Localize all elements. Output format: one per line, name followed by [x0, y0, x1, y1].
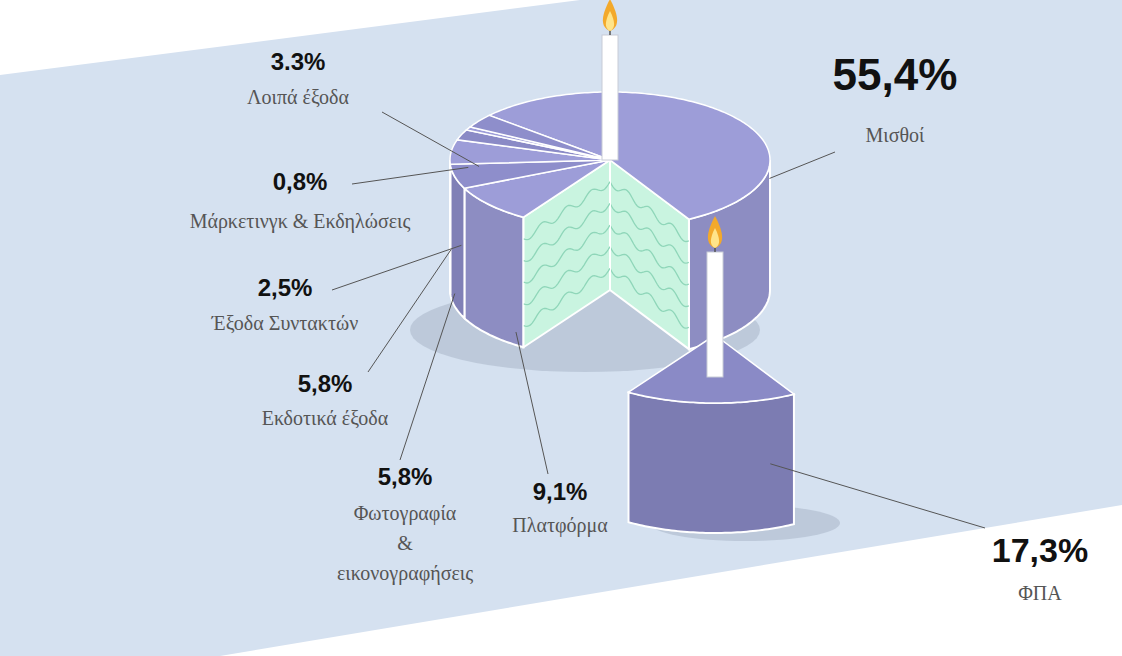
slice-side	[629, 392, 794, 533]
data-label: 2,5%	[258, 274, 313, 301]
category-label: Φωτογραφία & εικονογραφήσεις	[337, 502, 473, 585]
chart-container: 55,4% Μισθοί 17,3% ΦΠΑ 9,1% Πλατφόρμα 5,8% Φωτο…	[0, 0, 1122, 656]
data-label: 9,1%	[533, 478, 588, 505]
category-label: Έξοδα Συντακτών	[211, 312, 358, 334]
leader-line	[770, 464, 985, 528]
leader-line	[368, 249, 451, 372]
slice-side	[449, 160, 451, 294]
category-label-line: Φωτογραφία	[354, 502, 457, 525]
candle-body	[707, 252, 723, 377]
leader-line	[769, 152, 835, 178]
data-label: 0,8%	[273, 168, 328, 195]
flame	[603, 0, 617, 31]
slice	[470, 115, 610, 160]
candle	[602, 0, 618, 160]
background-band	[0, 0, 1122, 656]
data-label: 17,3%	[992, 531, 1088, 569]
leader-line	[382, 112, 479, 166]
data-label: 5,8%	[378, 463, 433, 490]
cut-face-wave	[610, 268, 689, 328]
category-label-line: εικονογραφήσεις	[337, 562, 473, 585]
category-label: Μάρκετινγκ & Εκδηλώσεις	[190, 210, 411, 233]
data-label: 3.3%	[271, 48, 326, 75]
leader-line	[332, 245, 461, 290]
background	[0, 0, 1122, 656]
category-label: Εκδοτικά έξοδα	[262, 407, 389, 429]
candle	[707, 216, 723, 377]
flame-core	[606, 11, 614, 31]
data-label: 55,4%	[833, 50, 958, 99]
data-label: 5,8%	[298, 370, 353, 397]
category-label: Λοιπά έξοδα	[247, 86, 349, 108]
cut-face-wave	[524, 268, 610, 326]
category-label: Μισθοί	[866, 124, 926, 146]
leader-line	[352, 167, 468, 184]
category-label-line: &	[397, 532, 413, 554]
leader-line	[516, 332, 548, 474]
chart-svg: 55,4% Μισθοί 17,3% ΦΠΑ 9,1% Πλατφόρμα 5,8% Φωτο…	[0, 0, 1122, 656]
category-label: ΦΠΑ	[1018, 582, 1062, 604]
slice-side	[450, 164, 464, 318]
pie-group	[0, 0, 840, 541]
leader-line	[400, 294, 455, 460]
flame	[708, 216, 722, 248]
candle-body	[602, 35, 618, 160]
labels: 55,4% Μισθοί 17,3% ΦΠΑ 9,1% Πλατφόρμα 5,8% Φωτο…	[190, 48, 1089, 604]
category-label: Πλατφόρμα	[512, 514, 608, 537]
flame-core	[711, 228, 719, 248]
